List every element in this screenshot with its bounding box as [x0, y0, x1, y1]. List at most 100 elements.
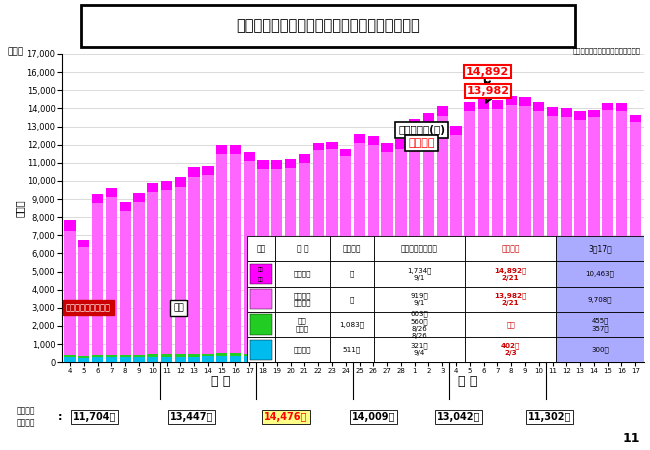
Bar [161, 181, 172, 362]
Bar [602, 352, 614, 362]
Bar [133, 355, 144, 362]
Bar [533, 111, 545, 362]
Bar [437, 352, 448, 362]
Bar [395, 352, 406, 362]
Bar [92, 203, 103, 362]
Bar [247, 236, 275, 261]
Bar [354, 353, 365, 362]
Text: 同左: 同左 [506, 321, 515, 328]
Bar [275, 337, 330, 362]
Bar [78, 356, 90, 362]
Bar [340, 149, 352, 362]
Bar [422, 356, 434, 362]
Text: 区 分: 区 分 [296, 244, 308, 253]
Bar [244, 356, 255, 362]
Text: （人）: （人） [8, 47, 24, 56]
Bar [133, 202, 144, 362]
Bar [395, 140, 406, 362]
Text: 919人
9/1: 919人 9/1 [411, 292, 428, 306]
Text: 11,704人: 11,704人 [73, 412, 116, 422]
Bar [175, 177, 186, 362]
Bar [285, 353, 296, 362]
Bar [247, 287, 275, 312]
Bar [575, 120, 586, 362]
Y-axis label: （人）: （人） [15, 199, 25, 217]
Text: 奈良県ホームページから引用・集計: 奈良県ホームページから引用・集計 [572, 47, 640, 54]
Text: 14,009人: 14,009人 [352, 412, 395, 422]
Text: 14,892人
2/21: 14,892人 2/21 [495, 267, 527, 281]
Bar [575, 356, 586, 362]
Bar [244, 354, 255, 362]
Bar [561, 108, 572, 362]
Bar [437, 116, 448, 362]
Bar [422, 122, 434, 362]
Bar [450, 135, 462, 362]
Bar [271, 354, 283, 362]
Text: 確保病床: 確保病床 [343, 244, 361, 253]
FancyBboxPatch shape [81, 4, 575, 47]
Text: 603人
560室
8/26
8/26: 603人 560室 8/26 8/26 [411, 310, 428, 338]
Bar [374, 236, 465, 261]
Bar [161, 354, 172, 362]
Bar [188, 167, 200, 362]
Bar [275, 236, 330, 261]
Bar [491, 351, 503, 362]
Bar [216, 356, 228, 362]
Bar [326, 149, 337, 362]
Bar [120, 211, 131, 362]
Text: 療養者数: 療養者数 [294, 271, 311, 277]
Bar [465, 287, 556, 312]
Text: :: : [58, 412, 62, 422]
Bar [630, 122, 641, 362]
Text: －: － [350, 271, 354, 277]
Bar [147, 357, 159, 362]
Bar [382, 143, 393, 362]
Bar [257, 354, 268, 362]
Bar [299, 353, 310, 362]
Text: 奈良県内における療養者数、入院者数等の推移: 奈良県内における療養者数、入院者数等の推移 [237, 18, 420, 33]
Bar [533, 102, 545, 362]
Text: 凡例: 凡例 [256, 244, 265, 253]
Bar [257, 356, 268, 362]
Bar [478, 109, 489, 362]
Bar [561, 117, 572, 362]
Bar [285, 168, 296, 362]
Bar [216, 353, 228, 362]
Text: 3月17日: 3月17日 [588, 244, 612, 253]
Bar [326, 142, 337, 362]
Bar [106, 198, 117, 362]
Bar [422, 112, 434, 362]
Text: 数値: 数値 [258, 277, 264, 282]
Bar [588, 352, 599, 362]
Bar [244, 162, 255, 362]
Bar [133, 193, 144, 362]
Text: 10,463人: 10,463人 [586, 271, 614, 277]
Bar [299, 154, 310, 362]
Bar [556, 236, 644, 261]
Bar [313, 353, 324, 362]
Bar [216, 145, 228, 362]
Bar [64, 220, 75, 362]
Bar [78, 240, 90, 362]
Bar [64, 357, 75, 362]
Bar [547, 116, 558, 362]
Bar [630, 356, 641, 362]
Bar [533, 352, 545, 362]
Bar [271, 160, 283, 362]
Bar [602, 356, 614, 362]
Bar [106, 355, 117, 362]
Bar [64, 355, 75, 362]
Text: 重症者数などの推移: 重症者数などの推移 [66, 303, 111, 312]
Bar [519, 97, 530, 362]
Bar [368, 145, 379, 362]
Bar [382, 352, 393, 362]
Bar [368, 352, 379, 362]
Bar [313, 150, 324, 362]
Bar [244, 152, 255, 362]
Bar [374, 287, 465, 312]
Bar [354, 134, 365, 362]
Bar [547, 107, 558, 362]
Text: 入院者数: 入院者数 [294, 346, 311, 353]
Bar [92, 355, 103, 362]
Bar [382, 356, 393, 362]
